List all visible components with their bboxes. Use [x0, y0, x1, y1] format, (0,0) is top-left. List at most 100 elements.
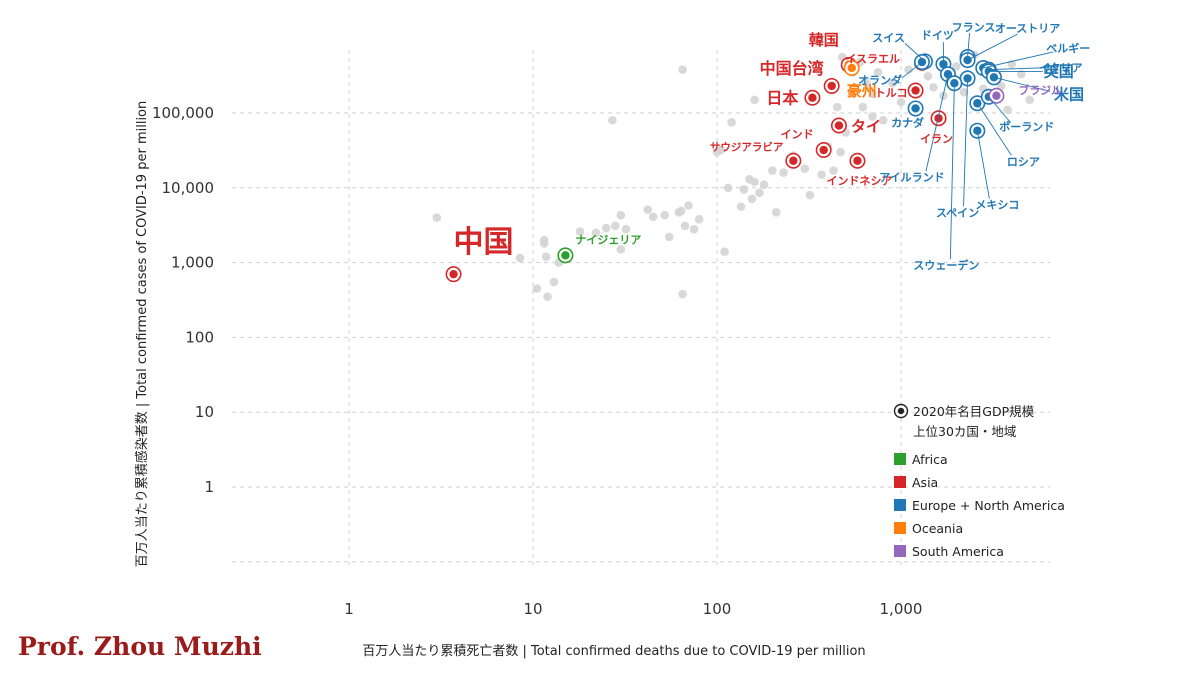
data-point-other: [621, 224, 631, 234]
data-point-other: [539, 235, 549, 245]
x-tick-label: 10: [523, 600, 542, 618]
data-point-other: [610, 221, 620, 231]
data-point-other: [591, 228, 601, 238]
data-point-other: [648, 212, 658, 222]
legend-entry: Africa: [894, 452, 948, 467]
label-leader-line: [993, 76, 1051, 92]
data-point-other: [660, 210, 670, 220]
legend-entry: Europe + North America: [894, 498, 1065, 513]
legend-entry: South America: [894, 544, 1004, 559]
legend-marker-ring: [893, 403, 909, 419]
label-leader-line: [949, 83, 955, 260]
point-label: ドイツ: [921, 29, 954, 42]
point-label: スペイン: [936, 206, 979, 219]
label-leader-line: [904, 43, 926, 62]
point-label: イタリア: [1039, 62, 1083, 75]
y-tick-label: 100: [185, 328, 214, 346]
legend: 2020年名目GDP規模 上位30カ国・地域 Africa Asia Europe …: [893, 403, 1065, 559]
point-label: スウェーデン: [913, 258, 979, 272]
point-label: タイ: [851, 118, 881, 136]
data-point-other: [1003, 105, 1012, 115]
legend-marker-dot: [897, 407, 905, 415]
x-tick-label: 1: [344, 600, 354, 618]
highlighted-points: [445, 49, 1005, 283]
label-leader-lines: [901, 32, 1054, 260]
data-point-other: [755, 188, 764, 197]
data-point-highlighted: [785, 152, 802, 169]
point-label: カナダ: [891, 115, 924, 129]
data-point-other: [923, 71, 933, 81]
data-point-other: [768, 166, 777, 175]
data-point-other: [432, 213, 442, 222]
data-point-other: [868, 89, 877, 99]
point-label: ナイジェリア: [575, 233, 641, 246]
point-label: 日本: [766, 89, 798, 108]
point-label: 豪州: [847, 82, 877, 100]
legend-entries: Africa Asia Europe + North America Oceania S…: [894, 452, 1065, 559]
point-label: トルコ: [875, 86, 908, 99]
data-point-other: [759, 180, 769, 190]
point-label: 韓国: [809, 31, 839, 49]
data-point-other: [745, 174, 754, 184]
data-point-other: [723, 183, 733, 193]
point-labels: 中国 ナイジェリア日本中国台湾韓国豪州タイインドサウジアラビアインドネシアトルコイ…: [454, 21, 1091, 272]
x-tick-label: 1,000: [880, 600, 923, 618]
y-axis-title: 百万人当たり累積感染者数 | Total confirmed cases of …: [134, 101, 150, 568]
point-label: ロシア: [1007, 155, 1040, 168]
point-label: 中国台湾: [760, 59, 824, 78]
point-label: メキシコ: [975, 199, 1019, 212]
legend-entry-label: Africa: [912, 452, 948, 467]
point-label: インドネシア: [826, 175, 892, 188]
data-point-other: [616, 245, 626, 254]
data-point-other: [771, 208, 781, 217]
data-point-other: [727, 118, 736, 127]
legend-swatch: [894, 522, 906, 534]
data-point-highlighted: [988, 87, 1005, 104]
data-point-highlighted: [830, 117, 847, 134]
data-point-other: [694, 214, 704, 224]
point-label: イラン: [920, 132, 953, 145]
data-point-other: [575, 227, 585, 236]
point-label: オーストリア: [995, 22, 1060, 35]
data-point-other: [959, 87, 969, 97]
data-point-other: [684, 201, 693, 210]
data-point-other: [515, 253, 525, 263]
data-point-highlighted: [849, 152, 866, 169]
data-point-other: [736, 202, 746, 211]
data-point-other: [779, 168, 788, 177]
data-point-other: [532, 284, 542, 293]
legend-swatch: [894, 499, 906, 511]
legend-entry-label: South America: [912, 544, 1004, 559]
data-point-other: [929, 83, 938, 92]
point-label: インド: [781, 128, 814, 141]
data-point-other: [677, 206, 686, 216]
legend-swatch: [894, 545, 906, 557]
grid: [232, 50, 1050, 565]
data-point-other: [747, 194, 757, 204]
data-point-highlighted: [445, 266, 462, 283]
point-label: 中国: [454, 225, 514, 260]
point-label: 英国: [1044, 62, 1074, 80]
data-point-other: [952, 62, 961, 71]
data-point-other: [720, 247, 729, 256]
data-point-other: [868, 112, 877, 121]
data-point-other: [680, 221, 690, 231]
data-point-other: [858, 102, 868, 112]
data-point-other: [873, 68, 883, 77]
data-point-highlighted: [804, 89, 821, 106]
data-point-other: [616, 210, 626, 220]
data-point-other: [678, 65, 687, 74]
legend-entry: Asia: [894, 475, 938, 490]
data-point-other: [689, 224, 699, 234]
point-label: ベルギー: [1046, 41, 1090, 55]
y-tick-label: 1,000: [171, 254, 214, 272]
data-point-highlighted: [557, 247, 574, 264]
label-leader-line: [925, 74, 949, 172]
data-point-highlighted: [930, 110, 947, 127]
label-leader-line: [983, 51, 1054, 69]
legend-entry-label: Asia: [912, 475, 938, 490]
label-leader-line: [967, 33, 1018, 61]
label-leader-line: [976, 103, 1012, 156]
label-leader-line: [901, 61, 923, 79]
